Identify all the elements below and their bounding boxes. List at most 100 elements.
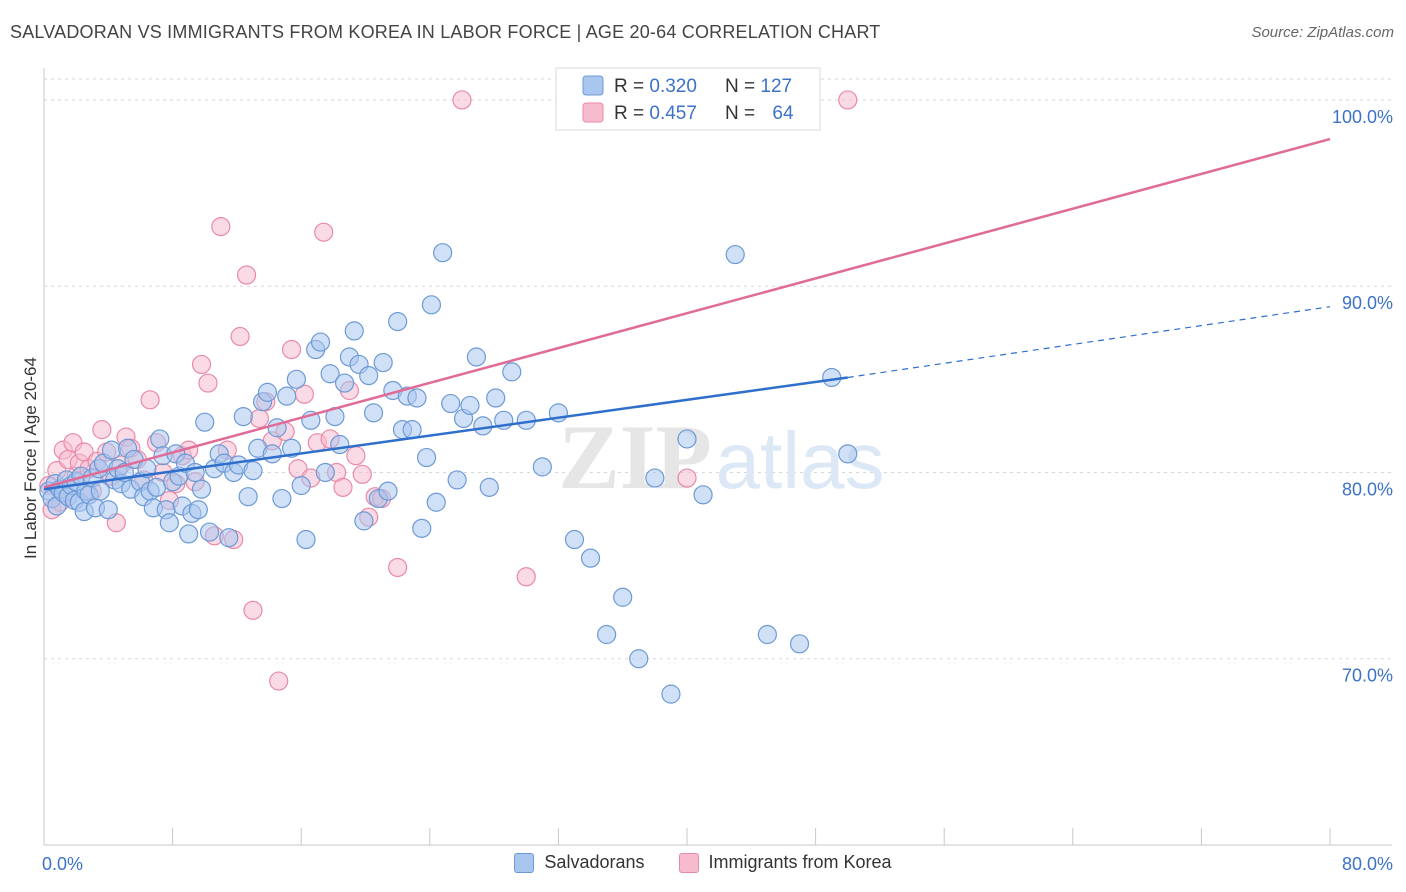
trend-line-salvadorans	[43, 376, 848, 491]
x-tick-label-min: 0.0%	[42, 854, 83, 874]
y-tick-label: 90.0%	[1342, 293, 1393, 313]
point-salvadorans	[191, 479, 212, 499]
legend-item-korea[interactable]: Immigrants from Korea	[678, 852, 892, 873]
point-salvadorans	[426, 492, 446, 512]
point-korea	[677, 468, 697, 488]
point-salvadorans	[363, 403, 384, 423]
point-korea	[198, 373, 218, 393]
point-korea	[516, 567, 536, 587]
point-salvadorans	[233, 406, 253, 427]
point-salvadorans	[421, 295, 442, 315]
points-salvadorans	[39, 243, 858, 704]
point-salvadorans	[195, 412, 215, 432]
point-korea	[243, 600, 263, 620]
point-salvadorans	[199, 522, 220, 542]
legend-swatch-korea	[582, 102, 604, 123]
point-salvadorans	[460, 395, 480, 416]
point-salvadorans	[532, 457, 552, 477]
legend-label-salvadorans: Salvadorans	[544, 852, 645, 872]
legend-bottom: Salvadorans Immigrants from Korea	[0, 852, 1406, 873]
point-korea	[452, 90, 472, 110]
point-salvadorans	[159, 513, 179, 533]
point-salvadorans	[150, 429, 170, 449]
point-korea	[211, 217, 231, 237]
point-salvadorans	[272, 488, 292, 509]
point-salvadorans	[373, 352, 393, 373]
point-salvadorans	[645, 468, 665, 488]
point-korea	[92, 420, 112, 440]
watermark-atlas: atlas	[716, 416, 885, 505]
point-salvadorans	[354, 511, 374, 531]
legend-r-label-1: R = 0.320	[614, 76, 697, 97]
y-tick-label: 70.0%	[1342, 666, 1393, 686]
point-salvadorans	[310, 332, 331, 352]
point-salvadorans	[789, 634, 810, 654]
point-salvadorans	[473, 416, 493, 436]
chart-title: SALVADORAN VS IMMIGRANTS FROM KOREA IN L…	[10, 22, 881, 42]
point-salvadorans	[243, 461, 263, 481]
point-salvadorans	[441, 393, 461, 414]
point-salvadorans	[597, 624, 617, 645]
point-korea	[838, 90, 858, 110]
point-salvadorans	[725, 244, 745, 265]
point-salvadorans	[466, 347, 487, 367]
point-salvadorans	[613, 587, 633, 607]
point-salvadorans	[179, 524, 199, 544]
source-credit: Source: ZipAtlas.com	[1251, 24, 1394, 41]
point-salvadorans	[677, 429, 697, 449]
point-salvadorans	[330, 434, 350, 455]
point-salvadorans	[486, 388, 506, 408]
point-salvadorans	[479, 477, 499, 497]
y-axis-label: In Labor Force | Age 20-64	[21, 357, 40, 559]
legend-swatch-salvadorans-bottom	[514, 852, 535, 873]
axis-labels: 70.0% 80.0% 90.0% 100.0% 0.0% 80.0% In Labor F…	[21, 107, 1393, 874]
point-salvadorans	[291, 475, 311, 496]
point-salvadorans	[629, 649, 649, 669]
point-salvadorans	[281, 438, 302, 458]
point-salvadorans	[693, 485, 713, 505]
legend-label-korea: Immigrants from Korea	[708, 852, 892, 872]
legend-r-label-2: R = 0.457	[614, 103, 697, 124]
point-korea	[352, 464, 372, 484]
point-korea	[346, 446, 366, 466]
point-salvadorans	[502, 362, 522, 382]
grid-layer	[44, 78, 1392, 660]
x-tick-label-max: 80.0%	[1342, 854, 1393, 874]
point-korea	[314, 222, 334, 242]
point-salvadorans	[661, 684, 681, 704]
legend-top: R = 0.320 N = 127 R = 0.457 N = 64	[555, 67, 821, 131]
point-korea	[236, 265, 257, 285]
point-korea	[269, 671, 289, 691]
trend-line-salvadorans-extrapolated	[847, 306, 1331, 379]
point-salvadorans	[146, 477, 167, 497]
point-salvadorans	[822, 367, 842, 388]
point-salvadorans	[286, 369, 306, 389]
point-salvadorans	[388, 311, 408, 332]
points-korea	[39, 90, 858, 691]
point-korea	[388, 557, 408, 578]
point-korea	[333, 477, 353, 497]
point-salvadorans	[433, 243, 453, 263]
point-salvadorans	[262, 444, 282, 464]
point-salvadorans	[315, 462, 335, 483]
point-salvadorans	[320, 364, 340, 384]
point-korea	[249, 408, 270, 429]
axes-layer	[43, 68, 1392, 846]
point-salvadorans	[238, 487, 258, 507]
legend-swatch-salvadorans	[582, 75, 604, 96]
trend-lines	[43, 137, 1331, 491]
point-salvadorans	[219, 528, 239, 548]
point-salvadorans	[378, 481, 398, 501]
legend-item-salvadorans[interactable]: Salvadorans	[514, 852, 645, 873]
point-salvadorans	[277, 386, 297, 406]
point-salvadorans	[188, 500, 208, 520]
point-salvadorans	[335, 373, 355, 393]
point-salvadorans	[359, 366, 379, 386]
point-salvadorans	[564, 529, 585, 550]
point-salvadorans	[257, 382, 278, 402]
watermark-zip: ZIP	[558, 406, 711, 508]
point-salvadorans	[416, 447, 437, 468]
point-salvadorans	[344, 321, 364, 341]
point-salvadorans	[838, 444, 858, 464]
